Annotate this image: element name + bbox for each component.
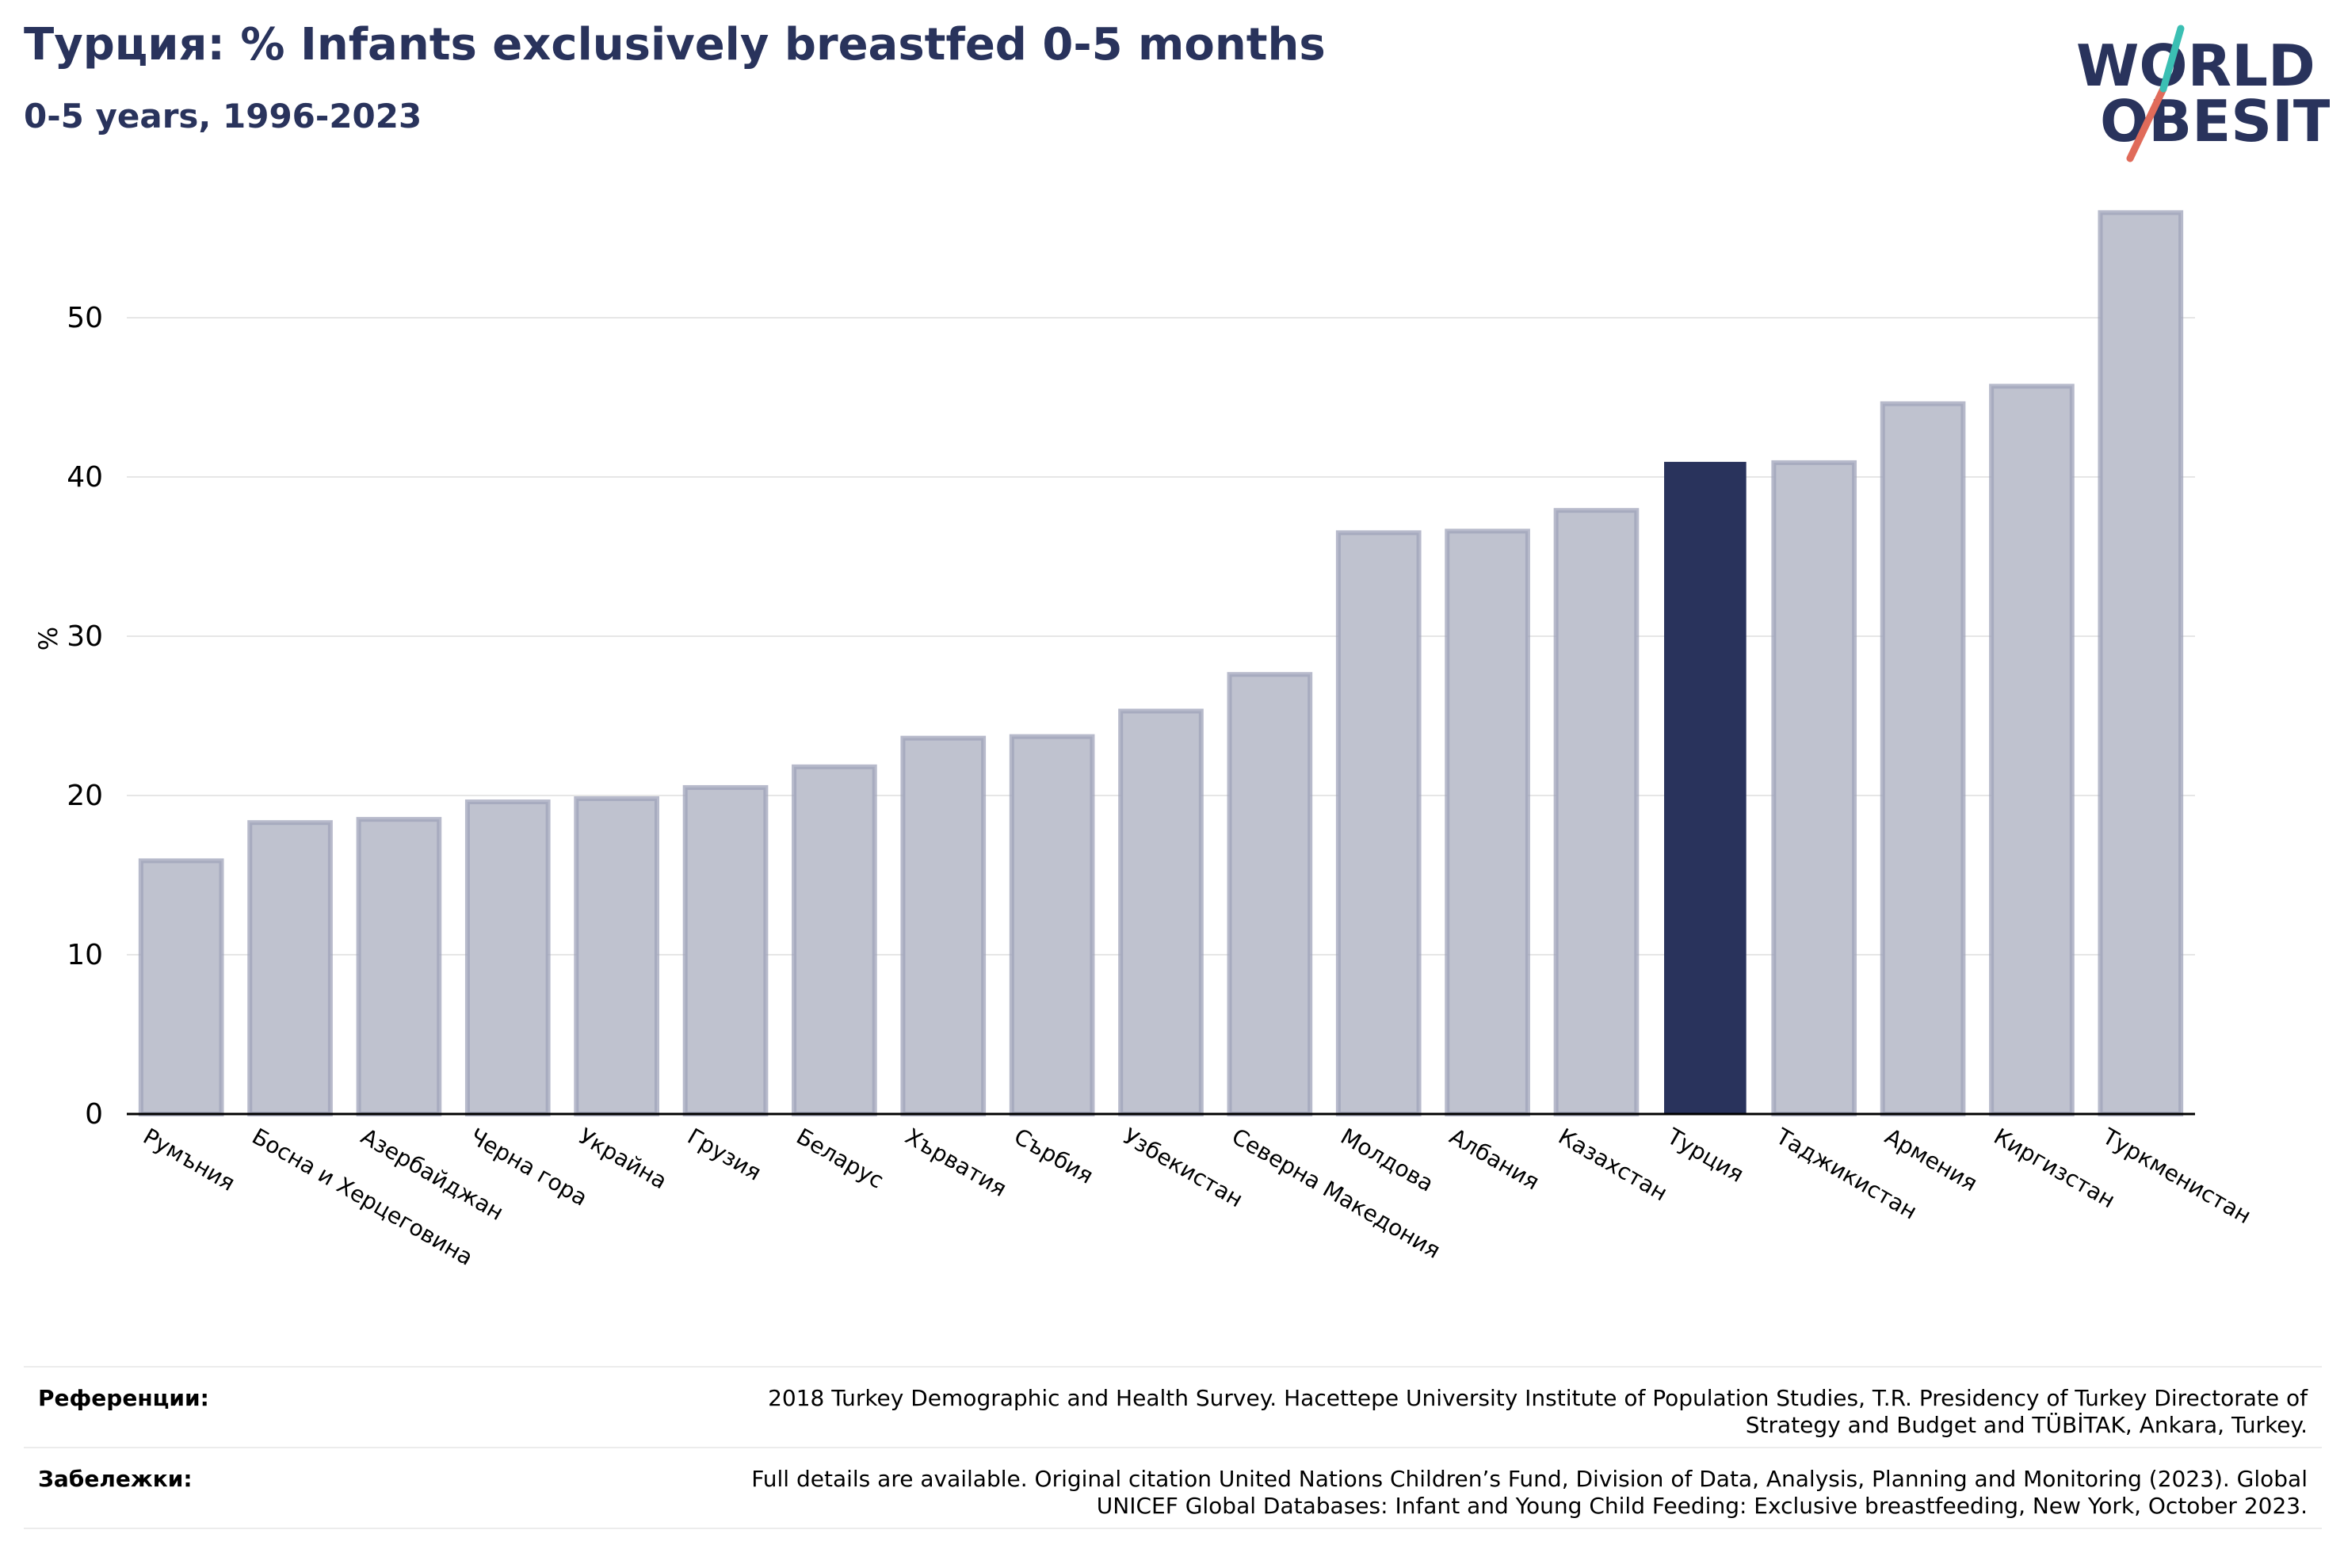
world-obesity-logo: WORLD OBESITY <box>2076 25 2330 162</box>
y-axis-ticks: 0 10 20 30 40 50 <box>67 302 103 1131</box>
notes-line-1: Full details are available. Original cit… <box>751 1466 2308 1492</box>
x-tick-label: Хърватия <box>901 1123 1011 1201</box>
bar-12 <box>1335 530 1422 1116</box>
x-tick-label: Армения <box>1880 1123 1982 1196</box>
bar-5 <box>574 796 659 1117</box>
bars <box>138 210 2184 1117</box>
bar-19 <box>2098 210 2184 1117</box>
y-tick-label: 10 <box>67 939 103 971</box>
bar-1 <box>138 858 224 1117</box>
logo-slash-coral <box>2126 85 2167 162</box>
bar-16 <box>1771 460 1857 1116</box>
references-label: Референции: <box>38 1385 209 1411</box>
notes-label: Забележки: <box>38 1466 193 1492</box>
references-row: Референции: 2018 Turkey Demographic and … <box>24 1366 2322 1447</box>
references-line-2: Strategy and Budget and TÜBİTAK, Ankara,… <box>1745 1412 2308 1438</box>
x-tick-label: Украйна <box>575 1123 672 1194</box>
bar-15 <box>1664 461 1747 1115</box>
x-tick-label: Беларус <box>792 1123 888 1193</box>
y-axis-label: % <box>33 627 63 650</box>
bar-17 <box>1880 401 1966 1117</box>
chart-subtitle: 0-5 years, 1996-2023 <box>24 97 422 135</box>
bar-14 <box>1553 508 1640 1116</box>
x-tick-label: Сърбия <box>1010 1123 1098 1188</box>
notes-text: Full details are available. Original cit… <box>751 1466 2308 1520</box>
x-axis-ticks: Румъния Босна и ХерцеговинаАзербайджанЧер… <box>139 1123 2255 1271</box>
x-tick-label: Грузия <box>683 1123 765 1185</box>
references-line-1: 2018 Turkey Demographic and Health Surve… <box>768 1385 2308 1411</box>
bar-3 <box>356 817 442 1117</box>
bar-18 <box>1989 383 2075 1116</box>
x-tick-label: Северна Македония <box>1227 1123 1445 1264</box>
x-tick-label: Туркменистан <box>2098 1123 2256 1229</box>
bar-10 <box>1118 708 1204 1116</box>
x-tick-label: Узбекистан <box>1119 1123 1248 1212</box>
notes-line-2: UNICEF Global Databases: Infant and Youn… <box>1096 1493 2308 1519</box>
chart-title: Турция: % Infants exclusively breastfed … <box>24 19 1326 71</box>
bar-13 <box>1445 528 1530 1116</box>
notes-row: Забележки: Full details are available. O… <box>24 1447 2322 1529</box>
x-tick-label: Албания <box>1445 1123 1544 1195</box>
logo-line1: WORLD <box>2076 32 2315 99</box>
bar-9 <box>1009 734 1095 1116</box>
y-tick-label: 20 <box>67 780 103 812</box>
y-tick-label: 0 <box>85 1098 103 1131</box>
bar-11 <box>1227 672 1313 1116</box>
x-tick-label: Молдова <box>1336 1123 1438 1196</box>
bar-2 <box>247 820 333 1117</box>
x-tick-label: Казахстан <box>1554 1123 1672 1206</box>
references-text: 2018 Turkey Demographic and Health Surve… <box>768 1385 2308 1439</box>
x-tick-label: Румъния <box>139 1123 239 1196</box>
bar-7 <box>792 764 877 1116</box>
y-tick-label: 40 <box>67 461 103 494</box>
x-tick-label: Турция <box>1662 1123 1748 1188</box>
y-tick-label: 50 <box>67 302 103 334</box>
bar-6 <box>682 784 769 1116</box>
y-tick-label: 30 <box>67 620 103 653</box>
x-tick-label: Киргизстан <box>1989 1123 2119 1213</box>
bar-8 <box>900 735 987 1116</box>
bar-chart: 0 10 20 30 40 50 Румъния Босна и ХерцеговинаАз… <box>33 210 2256 1271</box>
bar-4 <box>464 799 551 1116</box>
logo-slash-teal <box>2159 25 2185 93</box>
